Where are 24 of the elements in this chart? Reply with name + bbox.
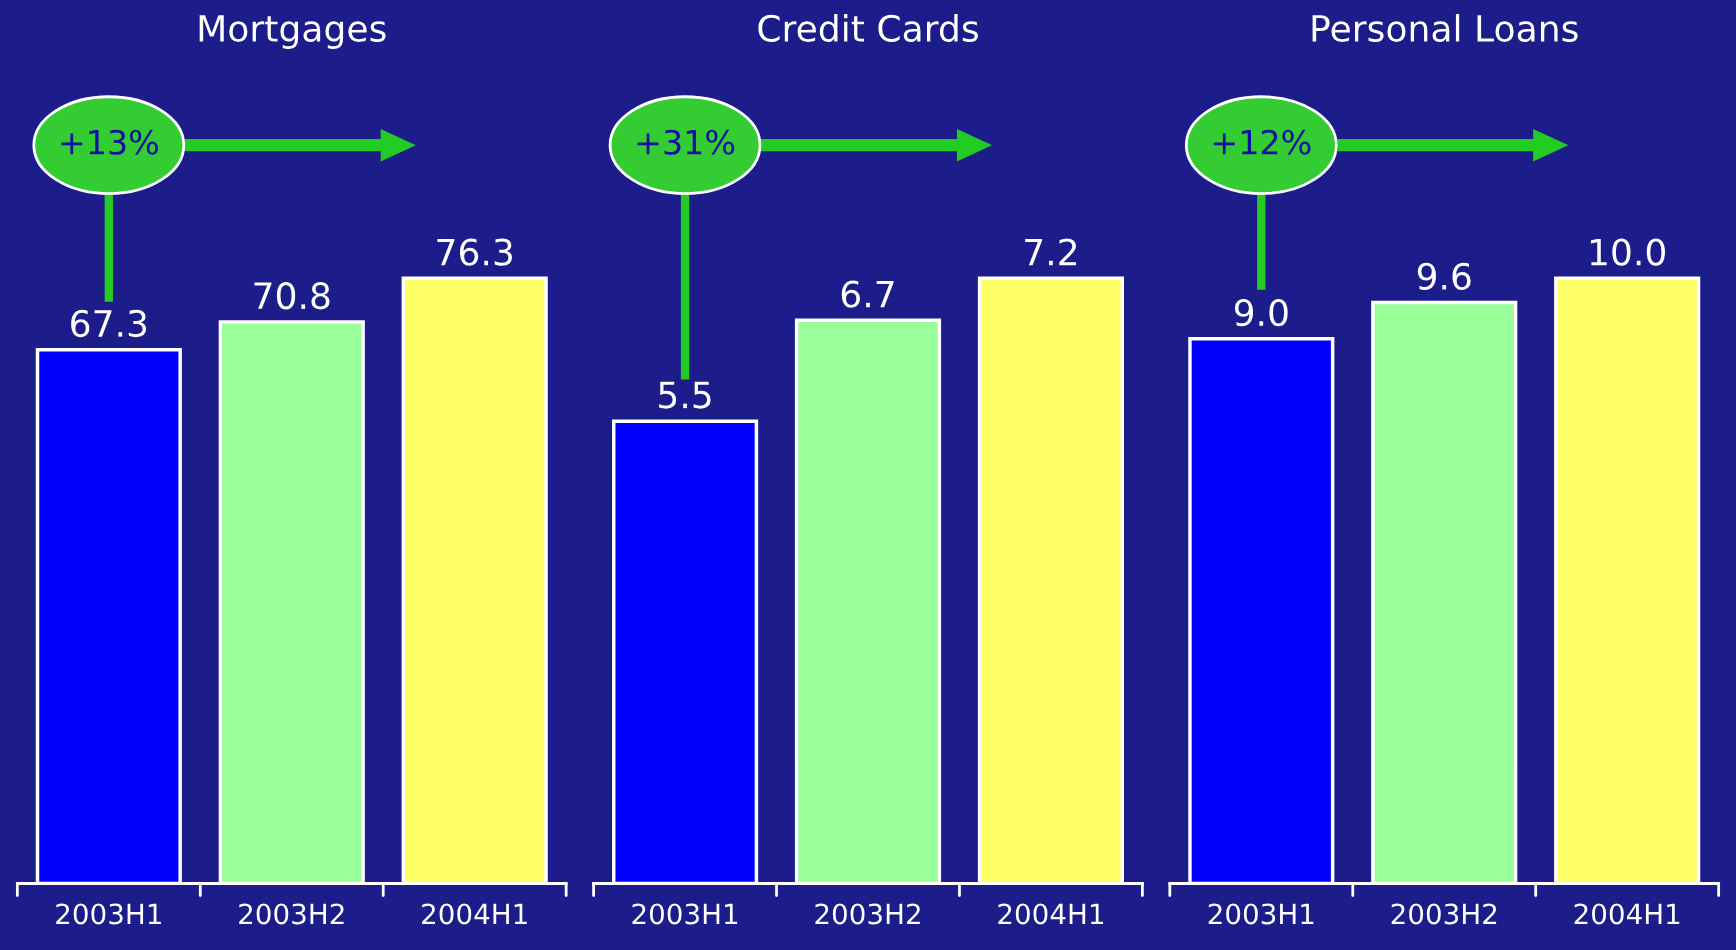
x-tick-label: 2003H1 xyxy=(632,903,738,925)
data-label: 9.0 xyxy=(1234,298,1288,327)
x-tick-label: 2003H1 xyxy=(56,903,161,925)
data-label: 6.7 xyxy=(841,280,894,308)
data-label: 7.2 xyxy=(1025,238,1077,266)
data-label: 10.0 xyxy=(1590,238,1665,266)
data-label: 67.3 xyxy=(71,309,147,338)
text: +12% xyxy=(1213,129,1311,155)
text: +31% xyxy=(637,129,735,155)
x-tick-label: 2004H1 xyxy=(1574,903,1680,925)
data-label: 76.3 xyxy=(437,238,512,266)
chart-title: Mortgages xyxy=(199,15,386,50)
x-tick-label: 2004H1 xyxy=(422,903,527,925)
x-tick-label: 2003H1 xyxy=(1208,903,1314,925)
chart-title: Personal Loans xyxy=(1312,14,1578,43)
x-tick-label: 2003H2 xyxy=(1391,903,1497,925)
x-tick-label: 2004H1 xyxy=(998,903,1103,925)
data-label: 9.6 xyxy=(1417,262,1471,290)
data-label: 70.8 xyxy=(254,282,330,310)
chart-title: Credit Cards xyxy=(758,14,978,43)
text: +13% xyxy=(61,129,158,155)
data-label: 5.5 xyxy=(659,381,711,409)
x-tick-label: 2003H2 xyxy=(239,903,344,925)
x-tick-label: 2003H2 xyxy=(815,903,920,925)
